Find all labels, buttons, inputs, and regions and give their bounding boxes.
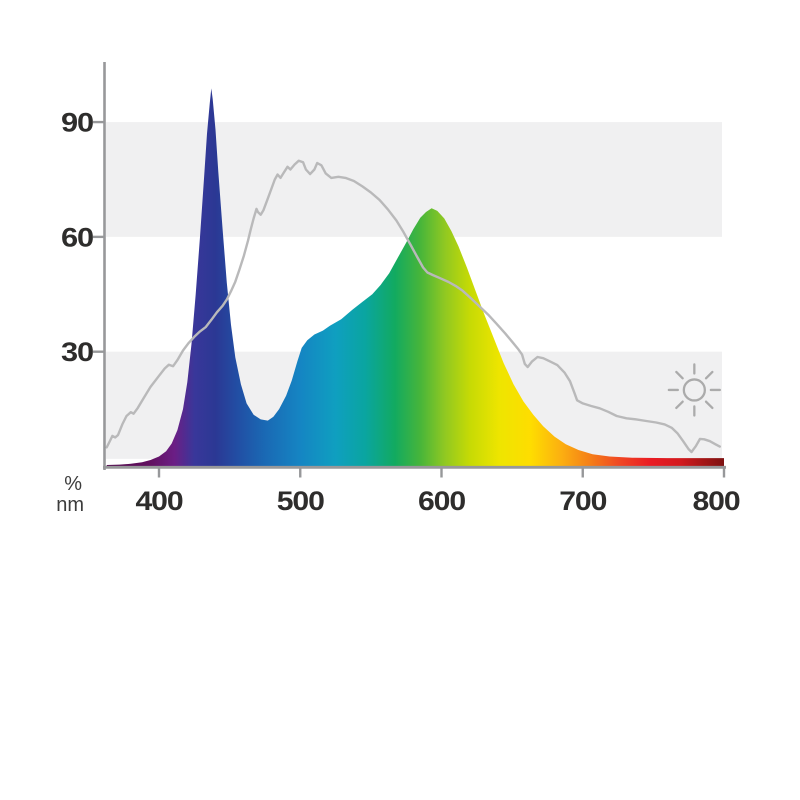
daylight-reference-line <box>105 159 721 454</box>
sun-icon-ray <box>704 370 714 380</box>
x-tick-label-500: 500 <box>277 486 324 516</box>
x-tick-label-700: 700 <box>559 486 606 516</box>
y-tick-label-60: 60 <box>61 222 93 252</box>
sun-icon <box>667 363 721 417</box>
y-tick-label-30: 30 <box>61 337 93 367</box>
daylight-reference-path <box>105 159 721 454</box>
lamp-spectrum-fill-path <box>106 88 724 467</box>
tick-labels: 90 60 30 400 500 600 700 800 <box>61 108 741 516</box>
sun-icon-ray <box>704 400 714 410</box>
axes <box>93 62 726 478</box>
y-axis-unit-label: % <box>64 473 82 495</box>
x-tick-label-400: 400 <box>136 486 183 516</box>
x-tick-label-800: 800 <box>693 486 740 516</box>
sun-icon-ray <box>675 400 684 410</box>
sun-icon-ray <box>675 370 684 380</box>
chart-canvas: 90 60 30 400 500 600 700 800 % nm <box>56 62 741 516</box>
spectral-power-distribution-chart: 90 60 30 400 500 600 700 800 % nm <box>56 62 741 516</box>
gray-band-0 <box>106 122 722 237</box>
x-tick-label-600: 600 <box>418 486 465 516</box>
y-tick-label-90: 90 <box>61 108 93 138</box>
lamp-spectrum-area <box>106 88 724 467</box>
x-axis-unit-label: nm <box>56 494 84 516</box>
sun-icon-disc <box>682 378 706 402</box>
